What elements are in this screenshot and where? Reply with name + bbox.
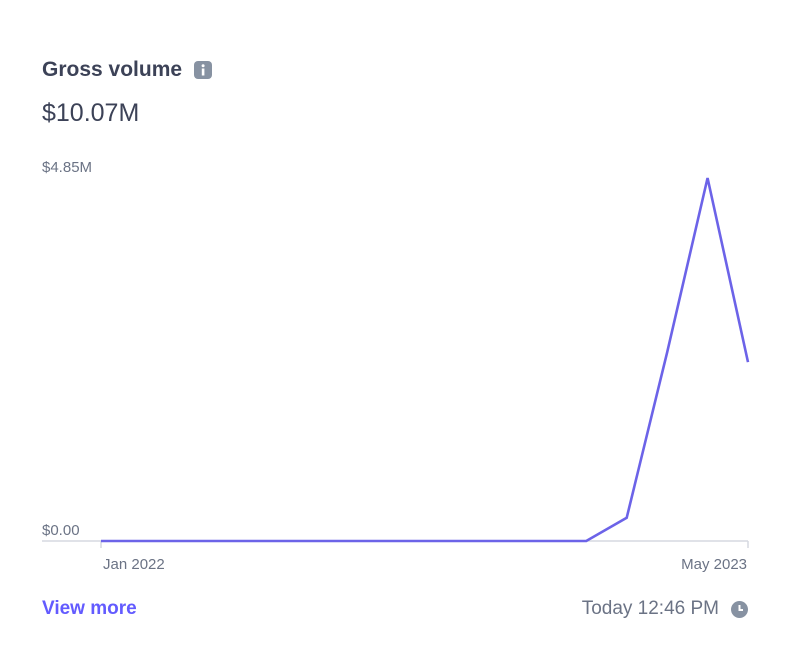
widget-title-row: Gross volume (42, 58, 213, 82)
x-tick-label: Jan 2022 (103, 556, 165, 573)
widget-total: $10.07M (42, 99, 140, 127)
widget-title: Gross volume (42, 58, 183, 81)
info-icon[interactable] (194, 61, 213, 79)
clock-icon (731, 600, 748, 618)
y-tick-label: $4.85M (42, 159, 92, 176)
view-more-link[interactable]: View more (42, 598, 137, 619)
timestamp: Today 12:46 PM (581, 598, 719, 619)
x-tick-label: May 2023 (681, 556, 747, 573)
y-tick-label: $0.00 (42, 522, 80, 539)
line-series (101, 177, 750, 543)
timestamp-row: Today 12:46 PM (582, 598, 748, 620)
